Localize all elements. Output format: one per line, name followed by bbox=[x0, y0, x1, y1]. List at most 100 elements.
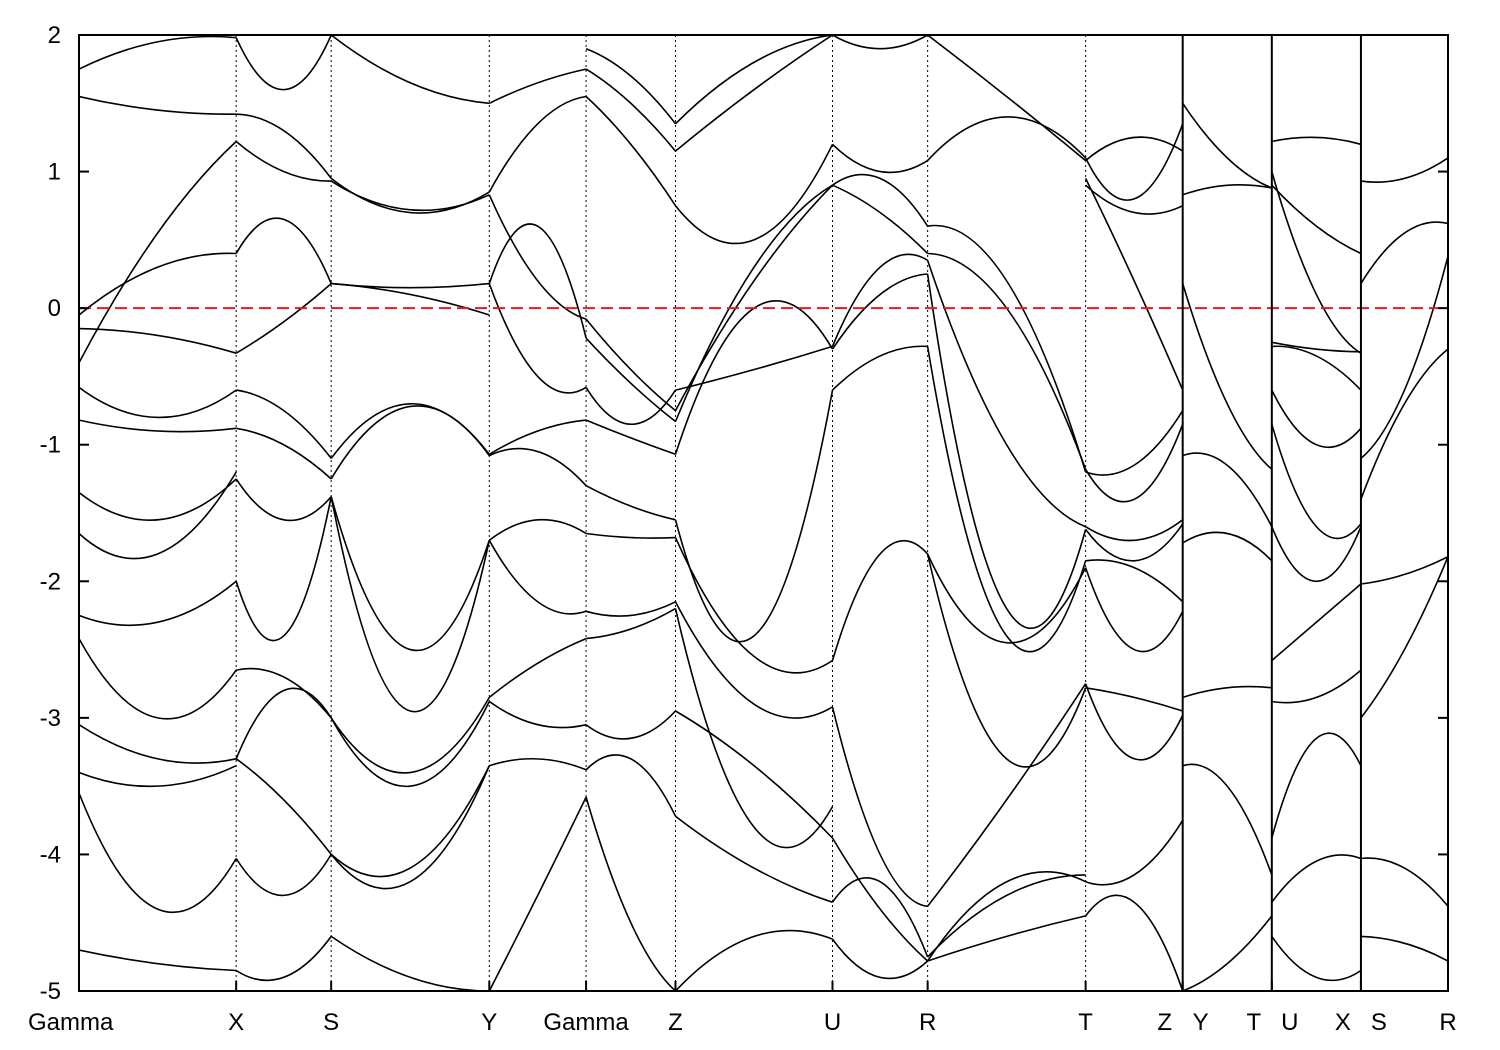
band-line bbox=[1085, 184, 1184, 215]
band-line bbox=[488, 700, 587, 729]
y-tick-label: -5 bbox=[40, 978, 61, 1005]
band-line bbox=[1181, 283, 1273, 470]
band-line bbox=[586, 607, 676, 640]
band-line bbox=[674, 143, 834, 245]
plot-frame bbox=[78, 34, 1449, 992]
band-line bbox=[831, 253, 929, 347]
band-line bbox=[488, 518, 587, 541]
x-tick-label: Y bbox=[481, 1009, 497, 1036]
band-line bbox=[1271, 583, 1362, 662]
band-line bbox=[235, 935, 332, 982]
band-line bbox=[79, 95, 237, 116]
band-line bbox=[235, 853, 332, 897]
band-line bbox=[1182, 531, 1273, 562]
path-breaks bbox=[1181, 35, 1362, 991]
band-line bbox=[235, 282, 332, 354]
band-line bbox=[330, 405, 490, 480]
x-tick-label: T bbox=[1078, 1009, 1093, 1036]
band-line bbox=[585, 484, 676, 521]
band-line bbox=[235, 217, 332, 284]
band-line bbox=[927, 224, 1087, 473]
x-tick-label: T bbox=[1246, 1009, 1261, 1036]
band-line bbox=[1084, 423, 1184, 503]
band-line bbox=[674, 608, 834, 849]
band-line bbox=[79, 252, 237, 316]
band-line bbox=[585, 710, 677, 740]
band-line bbox=[330, 701, 491, 788]
band-line bbox=[585, 337, 676, 423]
x-tick-label: Gamma bbox=[543, 1009, 629, 1036]
band-line bbox=[675, 815, 833, 903]
band-line bbox=[330, 765, 491, 878]
band-line bbox=[1085, 519, 1184, 542]
band-line bbox=[330, 35, 490, 105]
band-line bbox=[585, 386, 677, 426]
band-line bbox=[1085, 559, 1184, 603]
band-line bbox=[488, 194, 587, 320]
band-line bbox=[585, 754, 677, 817]
y-tick-label: 1 bbox=[48, 159, 61, 186]
band-line bbox=[235, 478, 332, 522]
band-line bbox=[1360, 348, 1448, 500]
band-line bbox=[1182, 184, 1272, 196]
band-line bbox=[1360, 555, 1448, 585]
band-line bbox=[674, 184, 833, 422]
band-line bbox=[585, 95, 677, 207]
y-tick-label: 0 bbox=[48, 295, 61, 322]
band-line bbox=[675, 345, 833, 391]
band-line bbox=[1271, 423, 1362, 540]
y-tick-label: -2 bbox=[40, 568, 61, 595]
band-line bbox=[674, 389, 834, 643]
band-line bbox=[927, 35, 1087, 162]
band-line bbox=[831, 877, 929, 958]
band-line bbox=[831, 273, 928, 350]
band-line bbox=[1182, 452, 1273, 528]
band-line bbox=[79, 580, 237, 626]
band-line bbox=[585, 532, 676, 539]
band-line bbox=[674, 35, 833, 152]
y-tick-label: 2 bbox=[48, 22, 61, 49]
band-line bbox=[1271, 171, 1362, 354]
x-tick-label: S bbox=[323, 1009, 339, 1036]
x-tick-label: X bbox=[228, 1009, 244, 1036]
band-line bbox=[1271, 935, 1362, 981]
band-line bbox=[585, 419, 676, 456]
band-line bbox=[1271, 341, 1361, 353]
band-line bbox=[1360, 857, 1448, 907]
band-line bbox=[331, 282, 490, 289]
band-line bbox=[926, 553, 1087, 768]
band-line bbox=[79, 724, 237, 764]
band-line bbox=[1271, 345, 1362, 391]
band-line bbox=[235, 496, 332, 642]
band-line bbox=[488, 95, 587, 193]
band-line bbox=[330, 496, 491, 713]
band-line bbox=[1360, 157, 1448, 183]
band-line bbox=[1085, 819, 1184, 886]
band-line bbox=[926, 273, 1087, 630]
band-line bbox=[831, 706, 928, 908]
band-line bbox=[236, 427, 332, 480]
band-line bbox=[1271, 526, 1362, 583]
band-line bbox=[235, 140, 332, 182]
band-line bbox=[236, 113, 332, 179]
band-line bbox=[79, 638, 237, 720]
x-tick-label: Y bbox=[1193, 1009, 1209, 1036]
band-line bbox=[927, 874, 1086, 958]
band-line bbox=[831, 345, 928, 391]
band-line bbox=[927, 915, 1086, 962]
x-tick-label: Z bbox=[668, 1009, 683, 1036]
band-line bbox=[1360, 255, 1448, 460]
band-line bbox=[79, 792, 237, 914]
y-tick-label: -3 bbox=[40, 705, 61, 732]
y-tick-label: -4 bbox=[40, 841, 61, 868]
band-line bbox=[1271, 669, 1362, 704]
band-line bbox=[235, 758, 332, 855]
band-line bbox=[79, 140, 237, 364]
x-tick-label: R bbox=[1439, 1009, 1456, 1036]
band-line bbox=[488, 68, 587, 105]
band-line bbox=[831, 837, 929, 962]
band-line bbox=[926, 346, 1087, 653]
band-line bbox=[927, 116, 1087, 162]
